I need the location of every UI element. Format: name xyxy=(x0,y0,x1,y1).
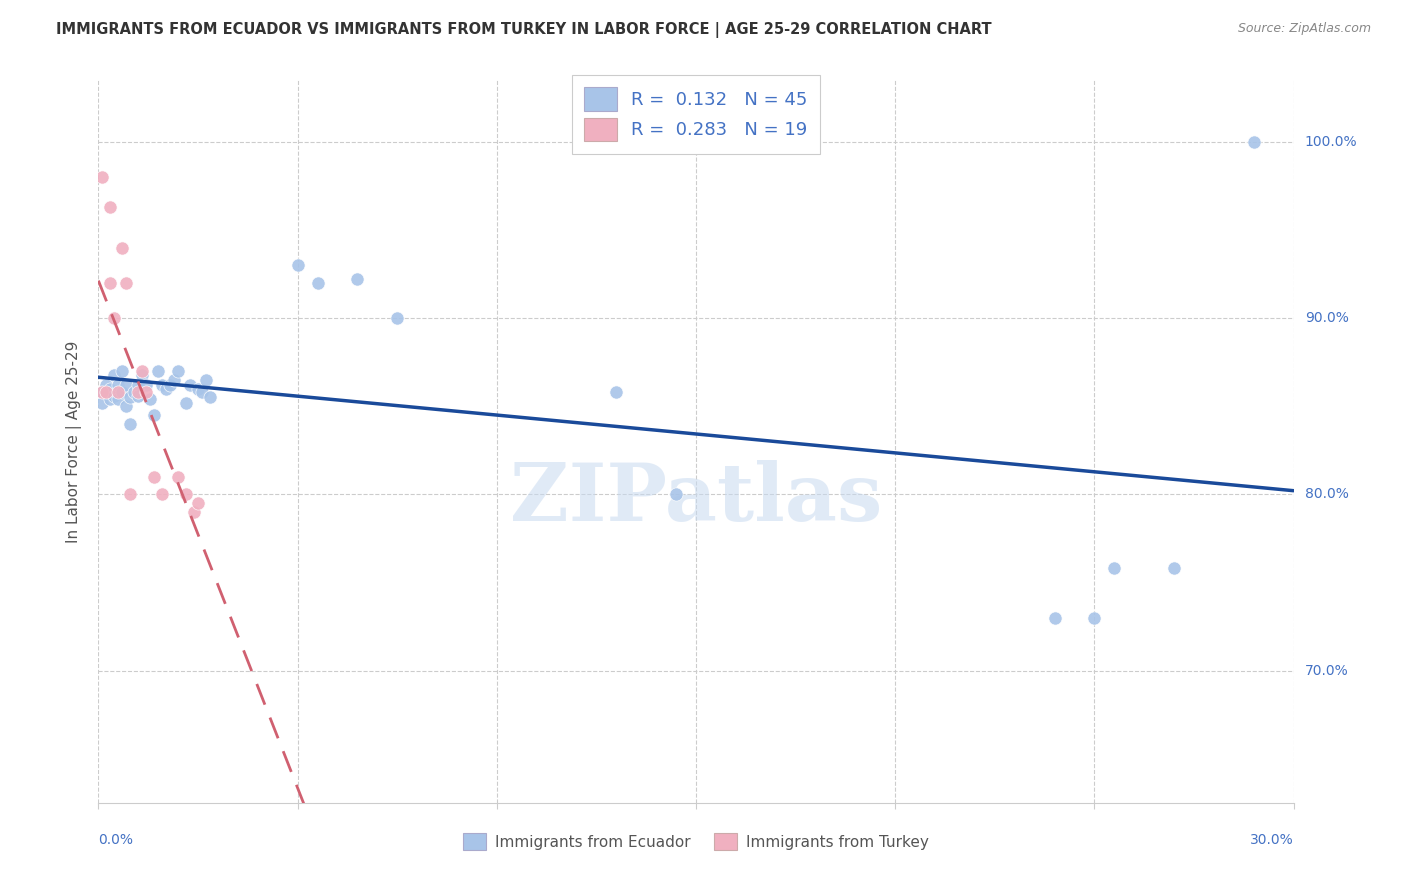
Point xyxy=(385,311,409,326)
Point xyxy=(91,385,114,400)
Point xyxy=(143,470,166,484)
Text: IMMIGRANTS FROM ECUADOR VS IMMIGRANTS FROM TURKEY IN LABOR FORCE | AGE 25-29 COR: IMMIGRANTS FROM ECUADOR VS IMMIGRANTS FR… xyxy=(56,22,991,38)
Point xyxy=(163,373,186,387)
Point xyxy=(98,392,122,407)
Point xyxy=(107,385,129,400)
Point xyxy=(103,368,125,382)
Point xyxy=(307,276,329,290)
Point xyxy=(127,385,149,400)
Point xyxy=(167,364,190,378)
Point xyxy=(115,276,138,290)
Point xyxy=(98,200,122,214)
Point xyxy=(1243,135,1265,149)
Point xyxy=(98,382,122,396)
Text: 30.0%: 30.0% xyxy=(1250,833,1294,847)
Point xyxy=(150,487,173,501)
Point xyxy=(148,364,170,378)
Text: Source: ZipAtlas.com: Source: ZipAtlas.com xyxy=(1237,22,1371,36)
Point xyxy=(1043,611,1066,625)
Point xyxy=(120,417,142,431)
Point xyxy=(131,368,153,382)
Point xyxy=(91,170,114,185)
Text: 90.0%: 90.0% xyxy=(1305,311,1348,326)
Point xyxy=(1163,561,1185,575)
Point xyxy=(135,385,157,400)
Point xyxy=(167,470,190,484)
Point xyxy=(124,385,146,400)
Point xyxy=(346,272,368,286)
Point xyxy=(131,364,153,378)
Point xyxy=(120,391,142,405)
Text: 70.0%: 70.0% xyxy=(1305,664,1348,678)
Point xyxy=(143,408,166,422)
Point xyxy=(127,389,149,403)
Text: 80.0%: 80.0% xyxy=(1305,487,1348,501)
Point xyxy=(605,385,627,400)
Point xyxy=(115,399,138,413)
Point xyxy=(665,487,688,501)
Point xyxy=(111,385,134,400)
Text: 100.0%: 100.0% xyxy=(1305,135,1357,149)
Point xyxy=(103,389,125,403)
Point xyxy=(127,378,149,392)
Point xyxy=(183,505,205,519)
Point xyxy=(96,385,118,400)
Point xyxy=(111,241,134,255)
Point xyxy=(1104,561,1126,575)
Text: ZIPatlas: ZIPatlas xyxy=(510,460,882,539)
Point xyxy=(187,496,209,510)
Point xyxy=(91,396,114,410)
Point xyxy=(96,378,118,392)
Point xyxy=(195,373,218,387)
Point xyxy=(155,382,177,396)
Point xyxy=(139,392,162,407)
Text: 0.0%: 0.0% xyxy=(98,833,134,847)
Point xyxy=(187,382,209,396)
Point xyxy=(191,385,214,400)
Point xyxy=(98,276,122,290)
Point xyxy=(174,487,197,501)
Point xyxy=(135,378,157,392)
Point xyxy=(174,396,197,410)
Point xyxy=(1083,611,1105,625)
Point xyxy=(150,378,173,392)
Legend: Immigrants from Ecuador, Immigrants from Turkey: Immigrants from Ecuador, Immigrants from… xyxy=(457,827,935,856)
Y-axis label: In Labor Force | Age 25-29: In Labor Force | Age 25-29 xyxy=(66,341,83,542)
Point xyxy=(107,392,129,407)
Point xyxy=(103,311,125,326)
Point xyxy=(198,391,221,405)
Point xyxy=(287,258,309,272)
Point xyxy=(107,378,129,392)
Point xyxy=(159,378,181,392)
Point xyxy=(120,487,142,501)
Point xyxy=(179,378,201,392)
Point xyxy=(91,385,114,400)
Point xyxy=(115,378,138,392)
Point xyxy=(111,364,134,378)
